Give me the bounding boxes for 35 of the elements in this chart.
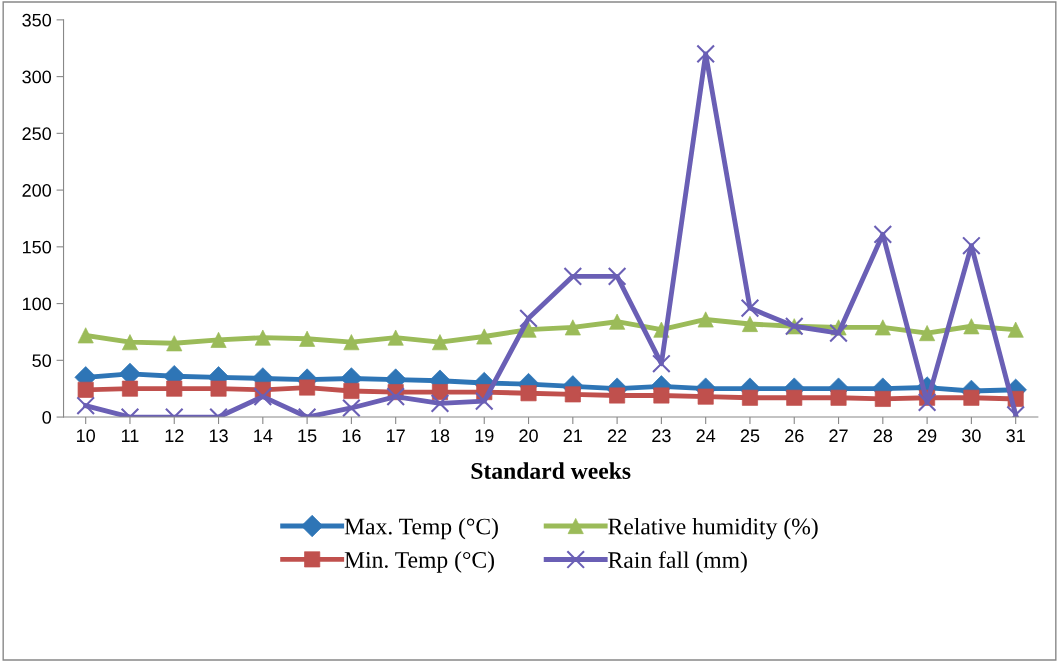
y-tick-label: 350 (22, 13, 52, 27)
x-tick-label: 28 (873, 429, 893, 443)
x-tick-label: 24 (696, 429, 716, 442)
legend-label: Relative humidity (%) (608, 517, 818, 540)
x-tick-label: 22 (607, 429, 627, 442)
x-tick-label: 11 (121, 429, 139, 442)
x-tick-label: 10 (77, 429, 96, 443)
y-tick-label: 200 (22, 184, 52, 197)
x-tick-label: 15 (298, 429, 317, 443)
y-tick-label: 250 (22, 127, 52, 141)
legend-label: Min. Temp (°C) (344, 551, 494, 573)
x-tick-label: 26 (785, 429, 804, 443)
x-tick-label: 30 (962, 429, 981, 443)
x-axis-title: Standard weeks (471, 462, 631, 479)
y-tick-label: 150 (22, 240, 52, 254)
x-tick-label: 25 (740, 429, 760, 443)
x-tick-label: 31 (1006, 429, 1025, 443)
x-tick-label: 16 (342, 429, 361, 443)
legend-label: Max. Temp (°C) (344, 517, 498, 540)
x-tick-label: 27 (829, 429, 848, 442)
x-tick-label: 23 (652, 429, 671, 443)
x-tick-label: 20 (519, 429, 538, 443)
x-tick-label: 12 (165, 429, 184, 442)
x-tick-label: 29 (917, 429, 937, 443)
x-tick-label: 19 (475, 429, 494, 443)
y-tick-label: 300 (22, 70, 52, 84)
legend-label: Rain fall (mm) (608, 551, 747, 573)
x-tick-label: 13 (209, 429, 228, 443)
x-tick-label: 17 (387, 429, 405, 442)
y-tick-label: 0 (42, 410, 52, 424)
y-tick-label: 50 (32, 354, 52, 368)
x-tick-label: 14 (254, 429, 273, 442)
x-tick-label: 21 (563, 429, 582, 442)
x-tick-label: 18 (431, 429, 450, 443)
y-tick-label: 100 (22, 297, 52, 311)
